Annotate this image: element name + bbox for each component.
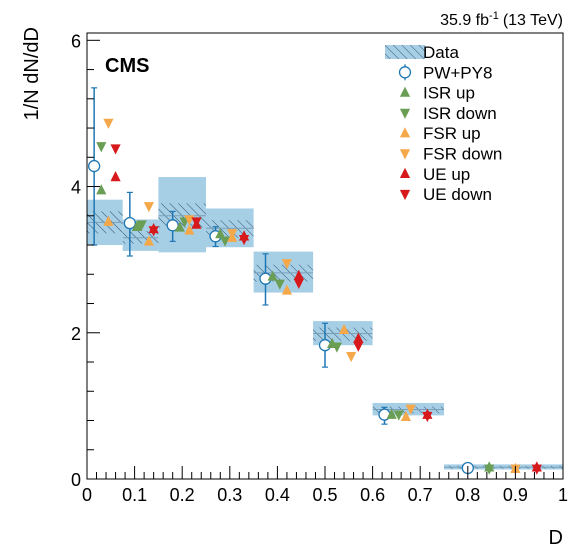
data-point	[103, 215, 114, 226]
y-axis-title: 1/N dN/dD	[21, 27, 43, 120]
data-point	[96, 142, 107, 153]
y-tick-label: 6	[71, 31, 81, 51]
data-point	[174, 221, 185, 232]
data-point	[400, 410, 412, 422]
data-point	[238, 234, 250, 246]
data-point	[136, 220, 147, 231]
x-tick-label: 0.1	[122, 485, 147, 505]
legend-label: UE up	[423, 165, 470, 184]
legend-marker	[399, 167, 411, 178]
data-point	[293, 278, 304, 290]
data-point	[393, 410, 404, 421]
legend-label: ISR down	[423, 104, 497, 123]
data-point	[143, 235, 154, 246]
data-point	[422, 411, 433, 423]
data-point	[293, 269, 304, 280]
data-point	[346, 351, 357, 363]
x-tick-label: 0.2	[170, 485, 195, 505]
data-point	[143, 202, 154, 213]
x-tick-label: 0.3	[217, 485, 242, 505]
x-tick-label: 0.6	[360, 485, 385, 505]
lumi-label: 35.9 fb-1 (13 TeV)	[440, 10, 563, 29]
legend-label: PW+PY8	[423, 63, 492, 82]
legend-marker	[399, 189, 411, 201]
legend-marker	[399, 127, 411, 138]
data-point	[219, 236, 231, 247]
data-point	[353, 332, 364, 343]
data-point	[405, 404, 416, 415]
data-point	[184, 224, 195, 235]
data-point	[386, 408, 397, 419]
data-point	[531, 464, 542, 475]
x-tick-label: 0.5	[312, 485, 337, 505]
data-point	[96, 184, 107, 195]
data-point	[215, 228, 226, 239]
x-tick-label: 0.4	[265, 485, 290, 505]
x-axis-ticks: 0 0.1 0.2 0.3 0.4 0.5 0.6 0.7 0.8 0.9 1	[82, 466, 568, 505]
legend-label: UE down	[423, 185, 492, 204]
x-axis-title: D	[549, 527, 563, 549]
data-point	[267, 270, 278, 281]
legend-swatch-hatch	[385, 45, 425, 59]
y-tick-label: 4	[71, 178, 81, 198]
x-tick-label: 0.9	[503, 485, 528, 505]
legend-marker	[398, 66, 412, 79]
x-tick-label: 0	[82, 485, 92, 505]
data-point	[110, 144, 121, 155]
data-point	[87, 159, 101, 173]
data-point	[281, 259, 293, 270]
data-point	[123, 216, 136, 230]
y-tick-label: 0	[71, 470, 81, 490]
legend-marker	[399, 86, 411, 97]
plot-frame	[86, 32, 564, 480]
data-markers	[87, 118, 542, 475]
data-point	[110, 171, 121, 182]
data-point	[131, 220, 143, 231]
data-point	[484, 464, 495, 475]
data-point	[274, 279, 285, 290]
data-point	[148, 226, 159, 237]
data-point	[353, 341, 364, 352]
legend-label: FSR down	[423, 145, 502, 164]
data-point	[103, 118, 114, 129]
data-point	[281, 284, 293, 295]
y-tick-label: 2	[71, 324, 81, 344]
data-point	[331, 342, 342, 353]
experiment-label: CMS	[105, 55, 149, 77]
data-point	[227, 229, 238, 240]
y-axis-ticks: 0 2 4 6	[71, 31, 100, 490]
legend-marker	[399, 108, 411, 119]
legend-label: Data	[423, 43, 459, 62]
x-tick-label: 0.8	[455, 485, 480, 505]
legend-label: ISR up	[423, 84, 475, 103]
x-tick-label: 0.7	[408, 485, 433, 505]
legend-label: FSR up	[423, 124, 481, 143]
data-point	[191, 217, 202, 228]
x-tick-label: 1	[558, 485, 568, 505]
legend-marker	[399, 149, 411, 160]
data-point	[338, 323, 350, 335]
